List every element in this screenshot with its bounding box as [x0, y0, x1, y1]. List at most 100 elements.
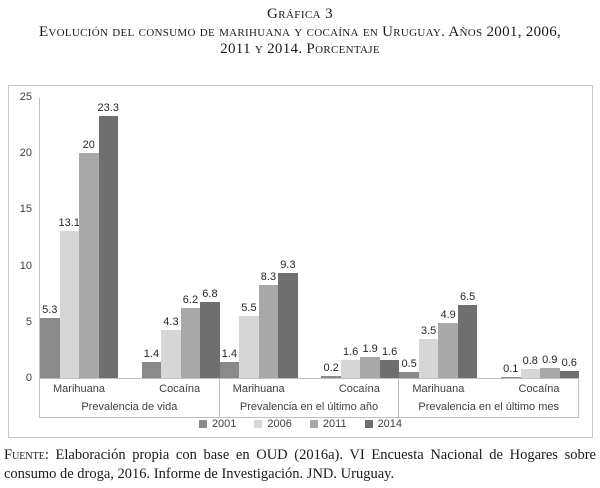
bar-2014: 23.3	[98, 102, 119, 378]
bar-2001: 1.4	[219, 348, 240, 378]
legend-item-2014: 2014	[364, 418, 403, 430]
bar-subgroup-marihuana: 5.3 13.1 20 23.3	[40, 102, 119, 378]
bar-2014: 1.6	[379, 346, 400, 378]
bar-2011: 0.9	[540, 354, 560, 378]
bar-value-label: 0.5	[401, 358, 417, 371]
y-tick-label: 0	[25, 372, 32, 384]
y-axis: 25 20 15 10 5 0	[9, 86, 39, 386]
axis-group-cell: Marihuana Cocaína Prevalencia en el último…	[218, 379, 399, 417]
bar-value-label: 0.8	[522, 355, 538, 368]
bar-subgroup-cocaina: 1.4 4.3 6.2 6.8	[141, 288, 220, 378]
bar-value-label: 0.2	[323, 361, 339, 374]
legend-swatch-icon	[198, 420, 207, 428]
bar-value-label: 4.3	[163, 315, 179, 328]
bar-2014: 0.6	[559, 357, 580, 378]
bar-value-label: 3.5	[420, 324, 437, 337]
bar-2001: 0.5	[399, 358, 419, 378]
bar-value-label: 1.4	[221, 348, 238, 361]
chart-title-block: Gráfica 3 Evolución del consumo de marih…	[0, 0, 600, 58]
bar-value-label: 9.3	[280, 259, 296, 272]
y-tick-label: 20	[19, 147, 32, 160]
legend-item-2006: 2006	[254, 418, 292, 430]
bar-2014: 9.3	[278, 259, 298, 378]
bar-value-label: 0.1	[503, 362, 519, 375]
bar-2006: 0.8	[520, 355, 541, 378]
axis-group-cell: Marihuana Cocaína Prevalencia en el último…	[398, 379, 578, 417]
bar-value-label: 1.6	[342, 346, 359, 359]
legend-label: 2001	[211, 418, 237, 430]
bar-value-label: 0.9	[542, 353, 558, 366]
bar-value-label: 1.6	[381, 346, 398, 359]
bar-subgroup-marihuana: 1.4 5.5 8.3 9.3	[219, 259, 298, 378]
legend-item-2011: 2011	[309, 418, 347, 430]
bar-value-label: 23.3	[97, 102, 119, 115]
bar-2001: 5.3	[40, 304, 60, 378]
y-tick-label: 25	[19, 91, 32, 103]
bar-value-label: 1.4	[143, 348, 160, 361]
legend-swatch-icon	[309, 420, 318, 428]
group-label: Prevalencia de vida	[81, 401, 178, 413]
plot-area: 5.3 13.1 20 23.3 1.4 4.3 6.2 6.8 1.4 5.5 8.3 9.3 0.2…	[39, 98, 580, 379]
bar-2006: 3.5	[418, 325, 439, 378]
y-tick-label: 5	[25, 315, 32, 328]
source-label: Fuente:	[4, 447, 49, 463]
bar-group: 1.4 5.5 8.3 9.3 0.2 1.6 1.9 1.6	[219, 98, 400, 378]
figure-number: Gráfica 3	[266, 6, 334, 22]
bar-value-label: 5.5	[241, 302, 257, 315]
drug-label: Cocaína	[338, 383, 380, 395]
bar-2014: 6.8	[200, 288, 220, 378]
source-text: Elaboración propia con base en OUD (2016…	[4, 447, 596, 482]
bar-value-label: 20	[82, 139, 95, 152]
drug-label: Marihuana	[53, 383, 105, 395]
bar-2001: 0.1	[501, 363, 521, 378]
bar-2011: 20	[79, 139, 99, 378]
bar-value-label: 5.3	[42, 304, 58, 317]
drug-label-row: Marihuana Cocaína	[40, 379, 219, 398]
bar-2006: 5.5	[239, 302, 259, 378]
drug-label: Cocaína	[518, 383, 560, 395]
bar-group: 5.3 13.1 20 23.3 1.4 4.3 6.2 6.8	[40, 98, 220, 378]
group-label: Prevalencia en el último año	[239, 401, 379, 413]
legend-label: 2006	[267, 418, 292, 430]
source-note: Fuente: Elaboración propia con base en O…	[4, 446, 596, 484]
y-tick-label: 10	[19, 259, 32, 272]
bar-value-label: 0.6	[561, 357, 577, 370]
legend-swatch-icon	[364, 420, 373, 428]
bar-value-label: 4.9	[440, 308, 456, 321]
drug-label: Marihuana	[412, 383, 465, 395]
bar-value-label: 1.9	[362, 342, 378, 355]
bar-value-label: 8.3	[260, 270, 277, 283]
drug-label: Cocaína	[159, 383, 201, 395]
bar-value-label: 13.1	[58, 216, 80, 229]
bar-2011: 1.9	[360, 343, 380, 378]
bar-value-label: 6.2	[182, 294, 199, 307]
legend-label: 2011	[322, 418, 347, 430]
legend: 2001 2006 2011 2014	[9, 418, 592, 430]
bar-value-label: 6.5	[459, 290, 476, 303]
drug-label: Marihuana	[232, 383, 285, 395]
bar-2011: 4.9	[438, 309, 458, 378]
category-axis: Marihuana Cocaína Prevalencia de vida Marih…	[39, 379, 579, 418]
bar-2006: 1.6	[340, 346, 361, 378]
legend-swatch-icon	[254, 420, 263, 428]
drug-label-row: Marihuana Cocaína	[220, 379, 399, 398]
bar-subgroup-cocaina: 0.1 0.8 0.9 0.6	[501, 354, 580, 378]
chart-panel: 25 20 15 10 5 0 5.3 13.1 20 23.3 1.4 4.3 6.2 6.8 1.4 5…	[8, 85, 593, 438]
bar-2011: 8.3	[258, 271, 279, 378]
figure-title: Evolución del consumo de marihuana y coc…	[38, 24, 562, 57]
bar-2014: 6.5	[457, 291, 478, 378]
bar-2011: 6.2	[180, 294, 201, 378]
legend-item-2001: 2001	[198, 418, 237, 430]
y-tick-label: 15	[19, 203, 32, 216]
bar-subgroup-marihuana: 0.5 3.5 4.9 6.5	[399, 291, 478, 378]
drug-label-row: Marihuana Cocaína	[399, 379, 578, 398]
bar-value-label: 6.8	[202, 287, 218, 300]
bar-2006: 13.1	[59, 217, 80, 378]
bar-group: 0.5 3.5 4.9 6.5 0.1 0.8 0.9 0.6	[399, 98, 580, 378]
legend-label: 2014	[377, 418, 403, 430]
bar-2006: 4.3	[161, 316, 181, 378]
group-label: Prevalencia en el último mes	[418, 401, 559, 413]
bar-2001: 1.4	[141, 348, 162, 378]
bar-2001: 0.2	[321, 362, 341, 378]
axis-group-cell: Marihuana Cocaína Prevalencia de vida	[39, 379, 219, 417]
